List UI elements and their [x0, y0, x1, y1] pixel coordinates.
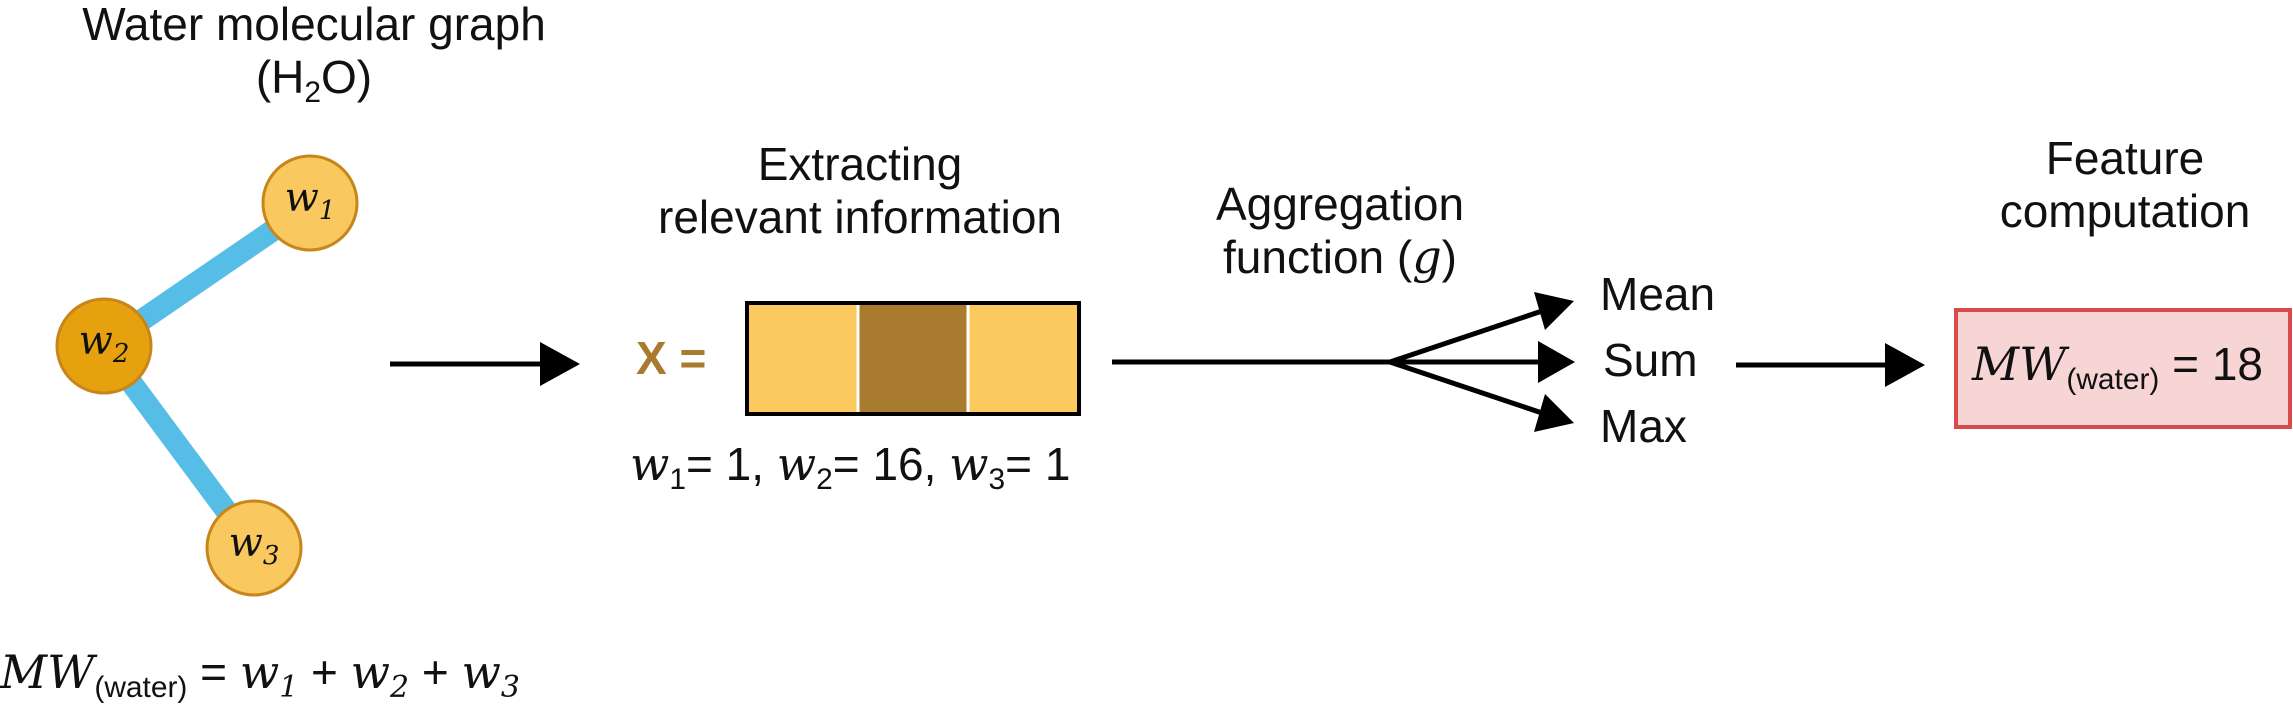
result-box	[1954, 308, 2292, 429]
aggregation-option-mean: Mean	[1600, 268, 1716, 320]
atom-w2	[55, 297, 153, 395]
aggregation-option-max: Max	[1600, 400, 1687, 452]
weight-values: w1= 1, w2= 16, w3= 1	[630, 437, 1071, 496]
extract-title-line1: Extracting	[757, 138, 963, 190]
aggregation-branch-max-head	[1534, 394, 1574, 432]
vector-cell-1	[747, 303, 858, 414]
arrow-graph-to-vector-head	[540, 342, 580, 386]
feature-title-line2: computation	[1999, 184, 2251, 237]
aggregation-branch-sum-head	[1538, 341, 1575, 383]
aggregation-branch-mean	[1389, 306, 1549, 365]
extract-title: Extracting relevant information	[610, 138, 1110, 244]
vector-cell-2	[858, 303, 968, 414]
feature-title: Feature computation	[1960, 132, 2290, 238]
aggregation-branch-max	[1389, 359, 1549, 418]
atom-w3-label: w3	[228, 520, 280, 571]
atom-w2-label: w2	[78, 318, 130, 369]
feature-title-line1: Feature	[2045, 132, 2205, 184]
atom-w1	[261, 154, 359, 252]
extract-title-line2: relevant information	[658, 190, 1062, 243]
result-text: MW(water) = 18	[1972, 337, 2263, 396]
atom-w3	[205, 499, 303, 597]
molecular-weight-equation: MW(water) = w1 + w2 + w3	[0, 645, 520, 705]
atom-w1-label: w1	[284, 175, 336, 226]
aggregation-title-line1: Aggregation	[1215, 178, 1465, 230]
aggregation-title: Aggregation function (g)	[1140, 178, 1540, 284]
arrow-to-result-head	[1885, 343, 1925, 387]
vector-cell-3	[968, 303, 1079, 414]
aggregation-title-line2: function (g)	[1223, 229, 1457, 284]
aggregation-option-sum: Sum	[1603, 334, 1698, 386]
vector-box	[745, 301, 1081, 416]
vector-label: X =	[636, 332, 707, 384]
graph-title: Water molecular graph (H2O)	[0, 0, 628, 109]
graph-formula: (H2O)	[255, 50, 373, 109]
aggregation-branch-mean-head	[1534, 292, 1574, 330]
graph-title-line1: Water molecular graph	[82, 0, 546, 50]
